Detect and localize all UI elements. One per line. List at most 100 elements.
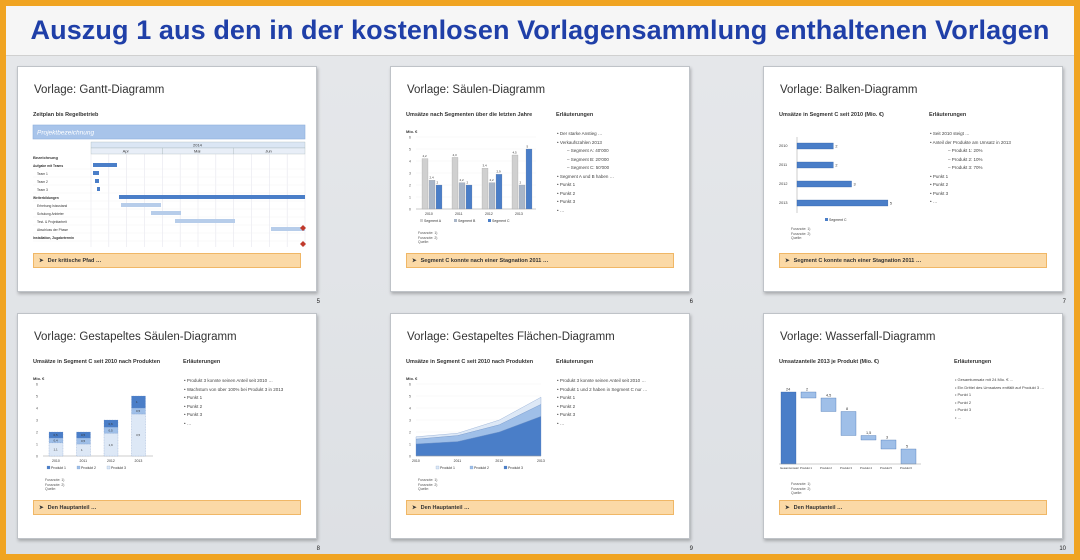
summary-bar: ➤ Den Hauptanteil …	[779, 500, 1047, 515]
waterfall-chart: 24 Gesamtumsatz 2 Produkt 1 4,5 Produkt 2 8 Pro…	[779, 388, 921, 470]
x-tick-label: 2011	[455, 212, 463, 216]
gantt-row-label: Test- & Projektarbeit	[37, 220, 67, 224]
y-tick-label: 0	[409, 208, 411, 212]
horizontal-bar-chart: 2010 2 2011 2 2012 3 2013 5 Segment C	[779, 137, 892, 222]
gantt-bar	[95, 179, 99, 183]
y-tick-label: 0	[409, 455, 411, 459]
bullet-list: • Produkt 3 konnte seinen Anteil seit 20…	[557, 377, 647, 428]
x-tick-label: 2013	[135, 459, 143, 463]
gantt-bar	[97, 187, 100, 191]
x-tick-label: 2013	[515, 212, 523, 216]
data-label: 2,4	[430, 176, 435, 180]
gantt-column-head: Bezeichnung	[33, 155, 58, 160]
slide-title: Vorlage: Gestapeltes Flächen-Diagramm	[407, 331, 615, 343]
data-label: 1,1	[54, 448, 59, 452]
slide-waterfall-chart[interactable]: Vorlage: Wasserfall-Diagramm Umsatzantei…	[763, 313, 1066, 552]
legend-label: Produkt 3	[111, 466, 126, 470]
axis-unit: Mio. €	[33, 376, 45, 381]
legend-swatch	[435, 465, 440, 470]
bullet-item: • Wachstum von über 100% bei Produkt 3 i…	[184, 386, 284, 392]
gantt-row-label: Team 1	[37, 172, 48, 176]
summary-bar: ➤ Den Hauptanteil …	[406, 500, 674, 515]
x-tick-label: Produkt 3	[840, 466, 852, 470]
bullet-item: • Punkt 2	[184, 403, 203, 409]
data-label: 0,5	[54, 433, 59, 437]
column-bar	[458, 182, 466, 210]
slide-stacked-area-chart[interactable]: Vorlage: Gestapeltes Flächen-Diagramm Um…	[390, 313, 693, 552]
column-bar	[525, 148, 533, 210]
x-tick-label: Gesamtumsatz	[780, 466, 799, 470]
data-label: 24	[786, 388, 790, 392]
y-tick-label: 2013	[779, 201, 787, 205]
gantt-chart: Projektbezeichnung 2014 Apr Mai Jun Bezeich…	[32, 124, 306, 247]
bullet-item: • Punkt 3	[184, 412, 203, 417]
explanations-heading: Erläuterungen	[556, 112, 594, 118]
gantt-month-label: Apr	[123, 149, 130, 154]
gantt-project-banner	[32, 124, 306, 140]
gantt-row-label: Team 3	[37, 188, 48, 192]
legend-swatch	[503, 465, 508, 470]
explanations-heading: Erläuterungen	[954, 359, 992, 365]
slide-gantt[interactable]: Vorlage: Gantt-Diagramm Zeitplan bis Reg…	[17, 66, 320, 305]
slide-bar-chart[interactable]: Vorlage: Balken-Diagramm Umsätze in Segm…	[763, 66, 1066, 305]
gantt-year: 2014	[193, 143, 203, 148]
gantt-month-label: Jun	[265, 149, 271, 154]
footnote-block: Fussnote: 1) Fussnote: 2) Quelle:	[418, 478, 438, 491]
x-tick-label: 2010	[52, 459, 60, 463]
x-tick-label: Produkt 1	[800, 466, 812, 470]
data-label: 2	[835, 164, 837, 168]
y-tick-label: 5	[409, 148, 411, 152]
y-tick-label: 3	[409, 419, 411, 423]
x-tick-label: 2010	[412, 459, 420, 463]
y-tick-label: 6	[409, 383, 411, 387]
y-tick-label: 2	[409, 431, 411, 435]
data-label: 2	[806, 388, 808, 392]
x-tick-label: 2011	[80, 459, 88, 463]
slide-column-chart[interactable]: Vorlage: Säulen-Diagramm Umsätze nach Se…	[390, 66, 693, 305]
slide-subtitle: Umsätze in Segment C seit 2010 nach Prod…	[33, 359, 161, 365]
y-tick-label: 5	[409, 395, 411, 399]
x-tick-label: Produkt 4	[860, 466, 872, 470]
bullet-item: • Punkt 3	[955, 407, 972, 412]
data-label: 8	[846, 407, 848, 411]
column-bar	[518, 184, 526, 210]
x-tick-label: Produkt 2	[820, 466, 832, 470]
explanations-heading: Erläuterungen	[929, 112, 967, 118]
column-chart: Mio. €01234564,22,4220104,32,2220113,42,…	[406, 129, 536, 223]
slide-subtitle: Zeitplan bis Regelbetrieb	[33, 112, 99, 118]
bullet-item: • Punkt 1	[955, 392, 972, 397]
legend-label: Produkt 2	[81, 466, 96, 470]
y-tick-label: 4	[409, 160, 411, 164]
y-tick-label: 1	[409, 196, 411, 200]
data-label: 2	[467, 181, 469, 185]
data-label: 2,9	[497, 170, 502, 174]
data-label: 4,5	[826, 394, 831, 398]
slide-stacked-column-chart[interactable]: Vorlage: Gestapeltes Säulen-Diagramm Ums…	[17, 313, 320, 552]
bullet-item: – Segment B: 20'000	[567, 156, 609, 162]
bullet-item: • …	[557, 420, 565, 426]
gantt-milestone-icon	[300, 225, 306, 231]
bullet-item: • Punkt 2	[930, 182, 949, 187]
legend-label: Produkt 1	[51, 466, 66, 470]
y-tick-label: 1	[409, 443, 411, 447]
gantt-row-label: Schulung Anbieter	[37, 212, 65, 216]
x-tick-label: Produkt 5	[880, 466, 892, 470]
horizontal-bar	[796, 142, 834, 150]
y-tick-label: 3	[409, 172, 411, 176]
column-bar	[451, 157, 459, 210]
data-label: 2	[437, 181, 439, 185]
bullet-item: • Produkt 3 konnte seinen Anteil seit 20…	[557, 378, 646, 383]
stacked-column-chart: Mio. € 0 1 2 3 4 5 6 1,1 0,4 0,5 2010 1 0,5 0,5 2011 1,9…	[33, 376, 153, 470]
column-bar	[488, 182, 496, 210]
gantt-row-label: Team 2	[37, 180, 48, 184]
bullet-item: – Produkt 2: 10%	[948, 156, 983, 162]
legend-swatch	[454, 219, 457, 222]
legend-swatch	[420, 219, 423, 222]
legend-label: Segment C	[492, 219, 510, 223]
waterfall-bar	[820, 397, 837, 412]
stacked-column-segment	[103, 433, 119, 457]
explanations-heading: Erläuterungen	[556, 359, 594, 365]
data-label: 0,5	[136, 409, 141, 413]
data-label: 1,9	[109, 443, 114, 447]
